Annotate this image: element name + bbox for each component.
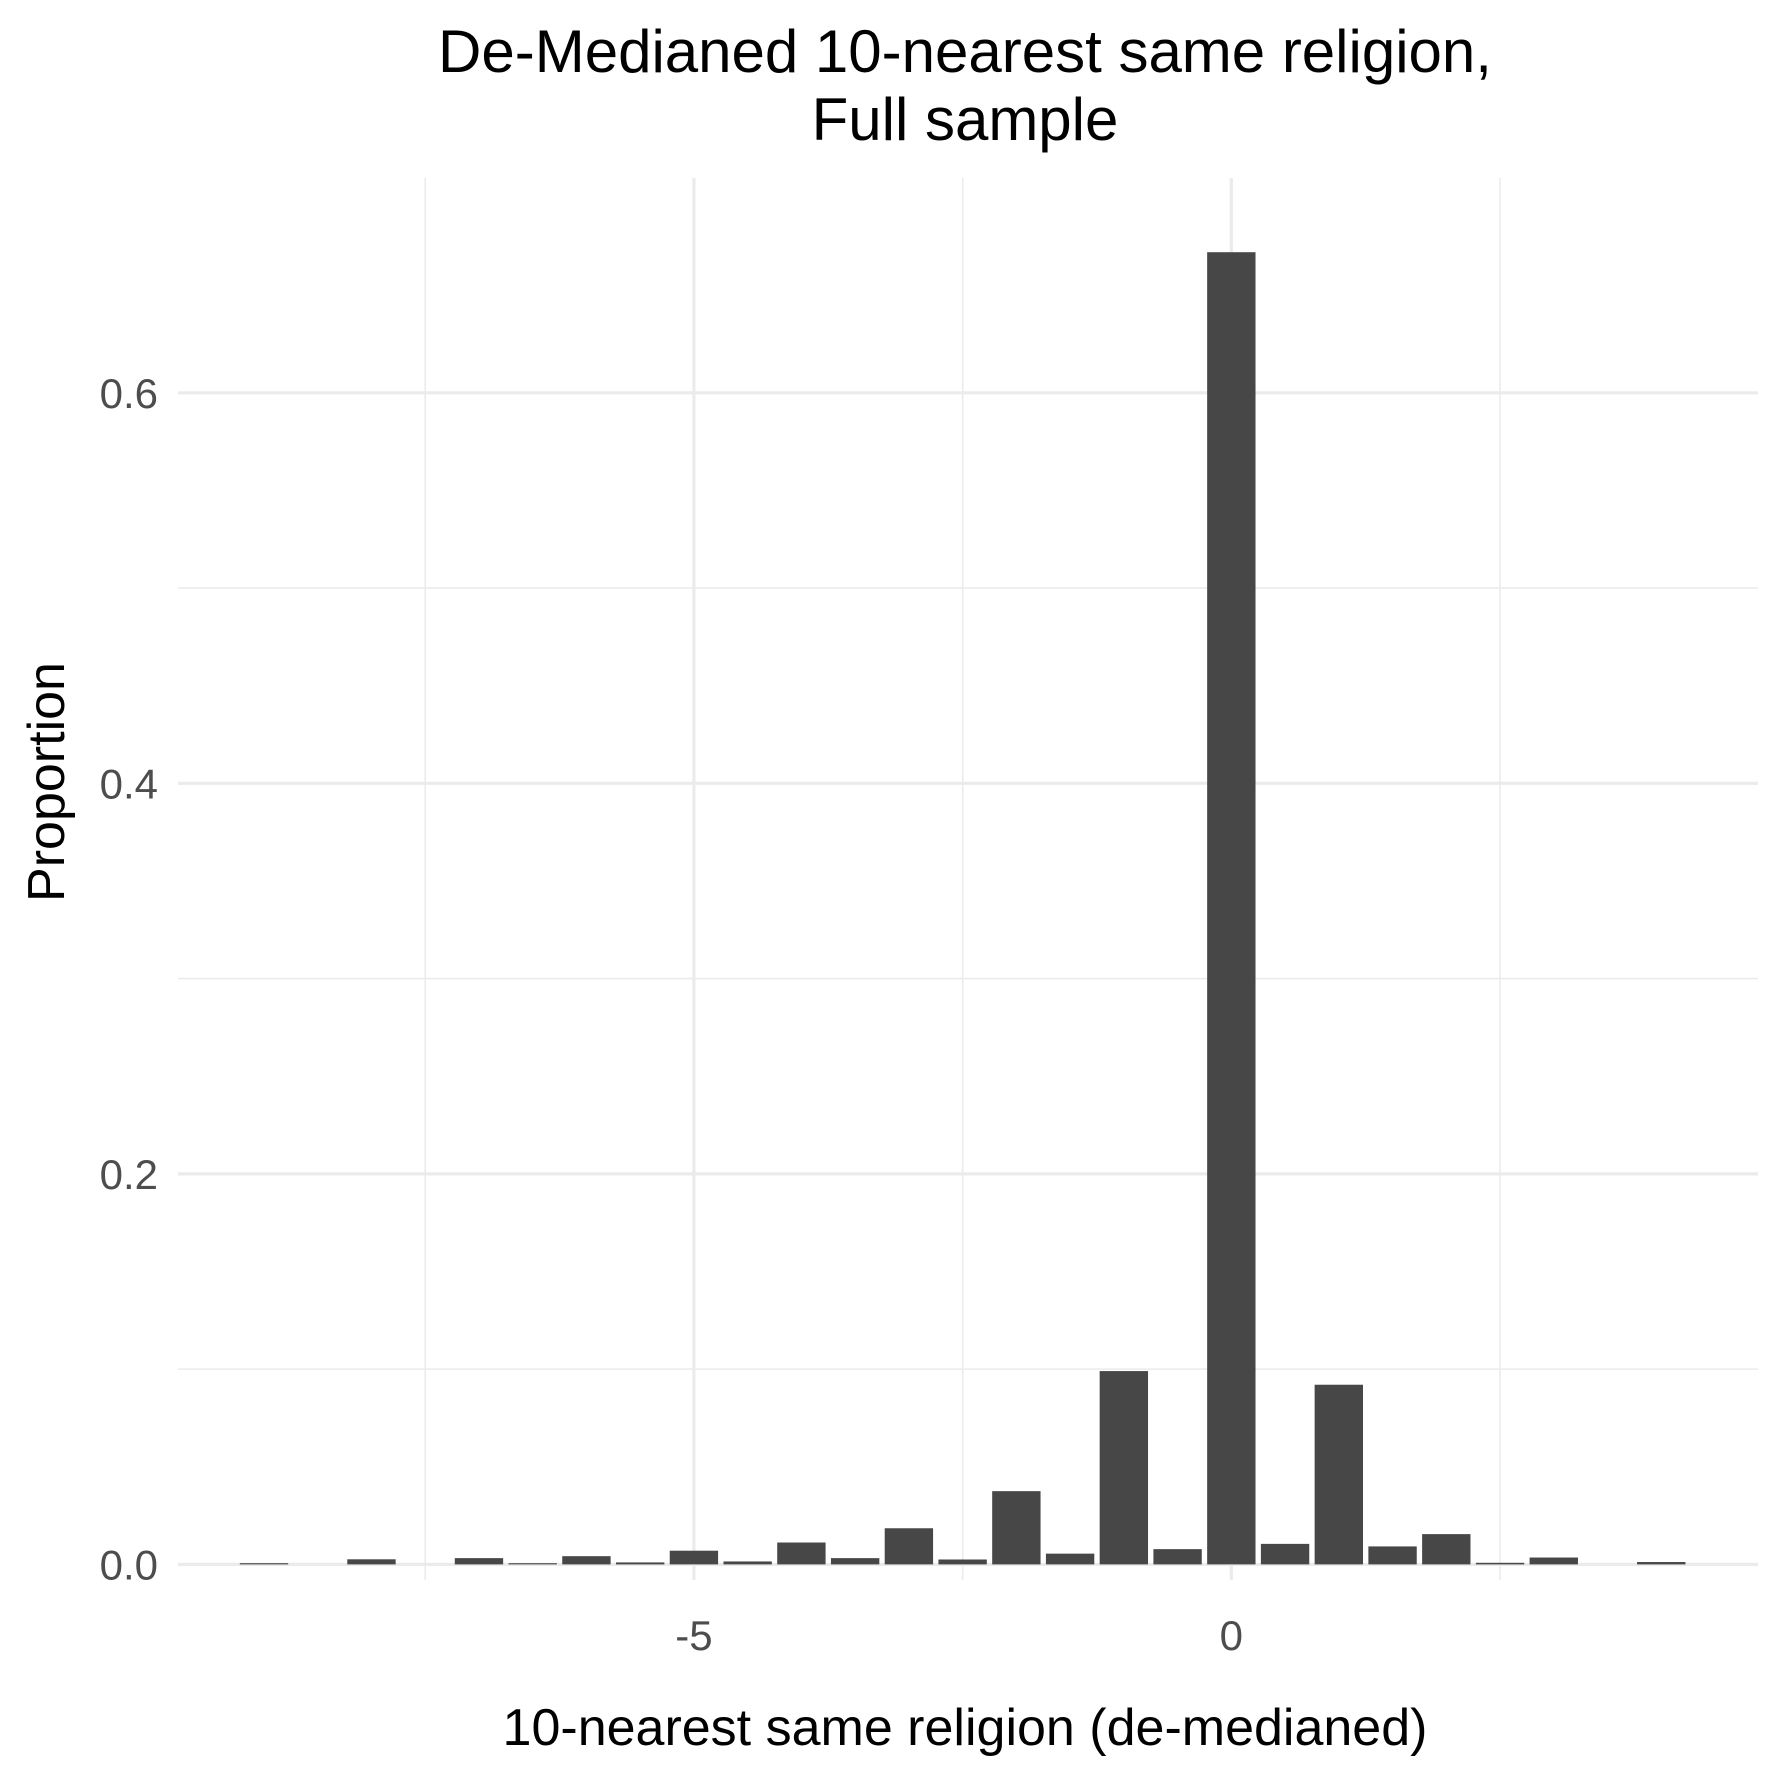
bar xyxy=(1045,1553,1095,1565)
bar xyxy=(1475,1562,1525,1565)
bar xyxy=(777,1542,826,1565)
bar xyxy=(615,1562,665,1565)
bar xyxy=(992,1491,1041,1565)
bar xyxy=(1529,1557,1578,1565)
bar xyxy=(1099,1371,1149,1565)
y-tick-label: 0.2 xyxy=(100,1151,158,1198)
y-tick-labels: 0.0 0.2 0.4 0.6 xyxy=(100,370,158,1589)
x-axis-title: 10-nearest same religion (de-medianed) xyxy=(503,1699,1428,1757)
bar xyxy=(1637,1562,1686,1565)
bar xyxy=(239,1563,289,1565)
bar xyxy=(723,1561,772,1565)
bar xyxy=(1314,1384,1363,1565)
y-tick-label: 0.4 xyxy=(100,760,158,807)
x-tick-label: -5 xyxy=(675,1612,712,1659)
bar xyxy=(938,1559,987,1565)
y-tick-label: 0.6 xyxy=(100,370,158,417)
chart-title-line-2: Full sample xyxy=(812,86,1119,153)
bar xyxy=(884,1528,934,1565)
bar xyxy=(562,1556,611,1565)
x-tick-label: 0 xyxy=(1220,1612,1243,1659)
bar xyxy=(1368,1546,1417,1565)
bar xyxy=(1422,1534,1471,1565)
bar xyxy=(1153,1549,1202,1565)
bar xyxy=(454,1558,504,1565)
bars xyxy=(239,252,1686,1565)
bar xyxy=(1260,1543,1310,1565)
bar xyxy=(347,1559,396,1565)
y-axis-title: Proportion xyxy=(18,662,76,902)
bar xyxy=(508,1563,557,1565)
bar xyxy=(1207,252,1256,1565)
bar xyxy=(830,1558,880,1565)
bar xyxy=(669,1550,719,1565)
x-tick-labels: -5 0 xyxy=(675,1612,1243,1659)
chart-title-line-1: De-Medianed 10-nearest same religion, xyxy=(438,18,1492,85)
y-tick-label: 0.0 xyxy=(100,1541,158,1588)
